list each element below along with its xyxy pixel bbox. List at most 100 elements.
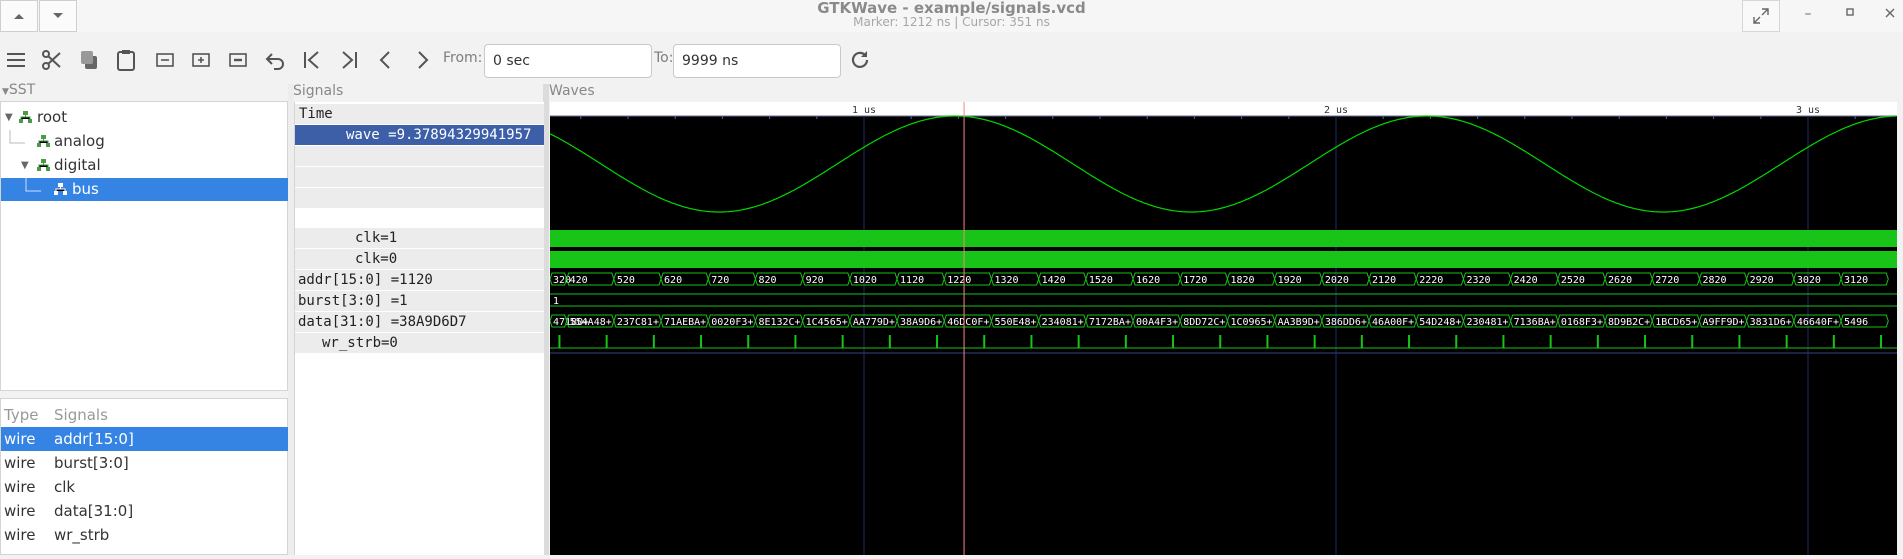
menu-button[interactable]: [3, 47, 29, 73]
time-ruler: [550, 102, 1897, 116]
signal-row-wr-strb[interactable]: wr_strb=0: [295, 333, 544, 354]
addr-bus-value: 420: [570, 275, 588, 286]
data-bus-value: 554A48+: [570, 317, 612, 328]
signal-list-item[interactable]: wire addr[15:0]: [1, 427, 289, 451]
addr-bus-value: 1520: [1089, 275, 1113, 286]
data-bus-value: 1C0965+: [1230, 317, 1272, 328]
signal-list-item[interactable]: wire data[31:0]: [1, 499, 289, 523]
zoom-fit-button[interactable]: [152, 47, 178, 73]
addr-bus-value: 2420: [1514, 275, 1538, 286]
addr-bus-value: 820: [758, 275, 776, 286]
signal-list-item[interactable]: wire burst[3:0]: [1, 451, 289, 475]
data-bus-value: 1C4565+: [806, 317, 848, 328]
signal-row-clk[interactable]: clk=0: [295, 249, 544, 270]
signals-pane-title: Signals: [293, 83, 344, 99]
data-bus-value: 3831D6+: [1750, 317, 1792, 328]
copy-button[interactable]: [76, 47, 102, 73]
type-header[interactable]: Type: [4, 406, 39, 424]
tree-label: digital: [54, 156, 101, 174]
addr-bus-value: 1420: [1042, 275, 1066, 286]
tree-label: root: [37, 108, 68, 126]
signal-names-pane[interactable]: Time wave =9.37894329941957 clk=1 clk=0 …: [294, 102, 544, 555]
addr-bus-value: 920: [806, 275, 824, 286]
to-label: To:: [654, 50, 674, 66]
skip-end-icon: [342, 51, 357, 69]
data-bus-value: 234081+: [1042, 317, 1084, 328]
time-row: Time: [295, 104, 544, 125]
tree-line: [25, 178, 41, 192]
addr-bus-value: 620: [664, 275, 682, 286]
tree-item-digital[interactable]: ▼ digital: [1, 154, 289, 177]
data-bus-value: A9FF9D+: [1702, 317, 1744, 328]
signal-row-blank[interactable]: [295, 188, 544, 209]
maximize-button[interactable]: [1840, 5, 1860, 21]
zoom-out-button[interactable]: [225, 47, 251, 73]
signal-row-burst[interactable]: burst[3:0] =1: [295, 291, 544, 312]
tree-item-root[interactable]: ▼ root: [1, 106, 289, 129]
data-bus-value: 5496: [1844, 317, 1868, 328]
zoom-fit-icon: [156, 53, 174, 67]
chevron-left-icon: [379, 51, 390, 69]
fullscreen-button[interactable]: [1742, 0, 1780, 32]
addr-bus-value: 2820: [1702, 275, 1726, 286]
prev-button[interactable]: [373, 47, 399, 73]
signal-list-item[interactable]: wire wr_strb: [1, 523, 289, 547]
next-button[interactable]: [409, 47, 435, 73]
signal-list-item[interactable]: wire clk: [1, 475, 289, 499]
data-bus-value: 71AEBA+: [664, 317, 706, 328]
reload-button[interactable]: [847, 47, 873, 73]
pane-divider[interactable]: [543, 84, 549, 555]
sst-tree[interactable]: ▼ root analog ▼ digital bus: [0, 101, 289, 391]
burst-bus-value: 1: [553, 296, 559, 307]
data-bus-value: 386DD6+: [1325, 317, 1367, 328]
signal-row-clk[interactable]: clk=1: [295, 228, 544, 249]
addr-bus-value: 2220: [1419, 275, 1443, 286]
time-label: 3 us: [1796, 105, 1820, 116]
signal-type: wire: [4, 478, 36, 496]
paste-button[interactable]: [113, 47, 139, 73]
data-bus-value: 550E48+: [994, 317, 1036, 328]
addr-bus-value: 2020: [1325, 275, 1349, 286]
signal-name: data[31:0]: [54, 502, 134, 520]
close-button[interactable]: [1880, 6, 1900, 22]
from-time-input[interactable]: [484, 44, 652, 78]
tree-item-analog[interactable]: analog: [1, 130, 289, 153]
scroll-down-button[interactable]: [39, 0, 77, 32]
cut-button[interactable]: [39, 47, 65, 73]
addr-bus-value: 320: [553, 275, 571, 286]
signal-row-addr[interactable]: addr[15:0] =1120: [295, 270, 544, 291]
tree-item-bus[interactable]: bus: [1, 178, 289, 201]
signal-row-blank[interactable]: [295, 167, 544, 188]
signal-list[interactable]: Type Signals wire addr[15:0] wire burst[…: [0, 398, 289, 555]
undo-button[interactable]: [262, 47, 288, 73]
go-end-button[interactable]: [336, 47, 362, 73]
signal-row-data[interactable]: data[31:0] =38A9D6D7: [295, 312, 544, 333]
signals-header[interactable]: Signals: [54, 406, 108, 424]
window-title: GTKWave - example/signals.vcd: [817, 0, 1086, 17]
from-label: From:: [443, 50, 483, 66]
module-icon: [37, 135, 50, 147]
sst-title-text: SST: [8, 82, 36, 98]
undo-icon: [265, 53, 284, 70]
pane-divider[interactable]: [288, 84, 294, 555]
waves-pane-title: Waves: [549, 83, 595, 99]
data-bus-value: 46A00F+: [1372, 317, 1414, 328]
expander-down-icon: ▼: [5, 112, 13, 123]
scroll-up-button[interactable]: [0, 0, 38, 32]
addr-bus-value: 2520: [1561, 275, 1585, 286]
signal-row-wave[interactable]: wave =9.37894329941957: [295, 125, 544, 146]
clk-wave: [550, 251, 1897, 268]
to-time-input[interactable]: [673, 44, 841, 78]
go-start-button[interactable]: [299, 47, 325, 73]
data-bus-value: 230481+: [1466, 317, 1508, 328]
expander-down-icon: ▼: [21, 160, 29, 171]
addr-bus-value: 720: [711, 275, 729, 286]
chevron-up-icon: [14, 14, 24, 19]
signal-name: addr[15:0]: [54, 430, 134, 448]
signal-row-blank[interactable]: [295, 146, 544, 167]
waves-canvas[interactable]: 1 us 2 us 3 us 320 420 520 620 720 820 920 1020 112…: [549, 102, 1903, 555]
minimize-button[interactable]: –: [1804, 6, 1812, 22]
data-bus-segment: [1840, 314, 1889, 328]
zoom-in-button[interactable]: [188, 47, 214, 73]
